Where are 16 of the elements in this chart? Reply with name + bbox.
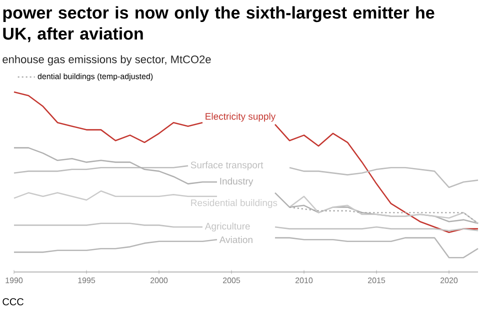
series-label: Agriculture: [204, 222, 250, 232]
text: CCC: [2, 298, 24, 306]
x-tick-label: 2000: [150, 278, 168, 284]
x-tick-label: 2020: [440, 278, 458, 284]
x-tick-label: 1995: [78, 278, 96, 284]
series-label: Surface transport: [190, 161, 264, 170]
series-label: Industry: [220, 178, 254, 186]
series-label: Electricity supply: [206, 112, 276, 122]
x-tick-label: 2015: [368, 278, 386, 284]
legend-label: dential buildings (temp-adjusted): [38, 73, 153, 81]
chart-subtitle: enhouse gas emissions by sector, MtCO2e: [2, 55, 211, 66]
series-label: Aviation: [219, 236, 252, 244]
x-tick-label: 2010: [296, 278, 313, 284]
x-tick-label: 2005: [223, 278, 240, 284]
x-tick-label: 1990: [6, 278, 23, 284]
chart-title: power sector is now only the sixth-largest emitter he UK, after aviation: [3, 6, 434, 42]
